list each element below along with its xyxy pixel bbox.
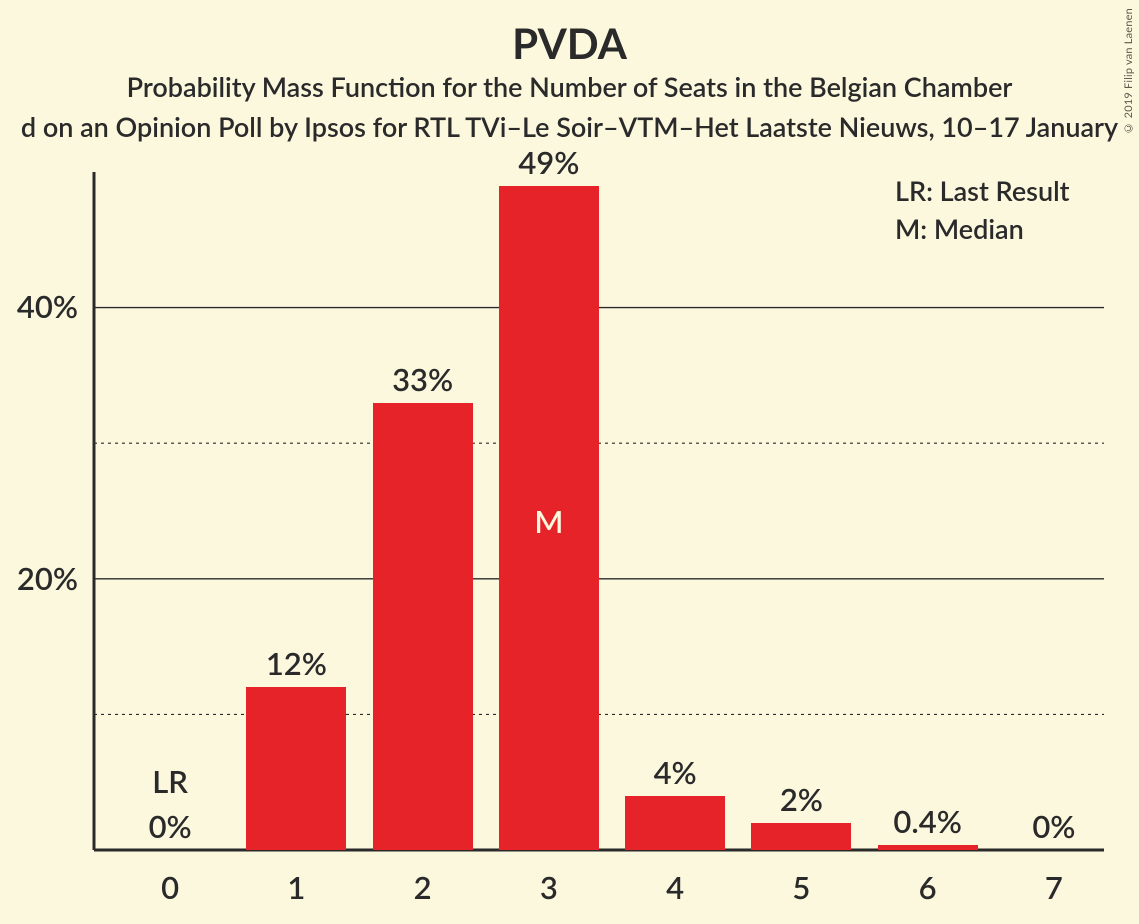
x-tick-label: 4 [645,868,705,906]
x-tick-label: 3 [519,868,579,906]
bar [373,403,473,850]
x-tick-label: 1 [266,868,326,906]
x-tick-label: 7 [1024,868,1084,906]
y-tick-label: 20% [0,559,78,597]
x-tick-label: 2 [393,868,453,906]
bar [751,823,851,850]
bar-value-label: 33% [363,360,483,398]
y-tick-label: 40% [0,287,78,325]
bar-value-label: 12% [236,644,356,682]
bar-value-label: 2% [741,780,861,818]
bar-value-label: 0% [994,807,1114,845]
bar-value-label: 0.4% [868,802,988,840]
bar [246,687,346,850]
x-tick-label: 6 [898,868,958,906]
bar-value-label: 0% [110,807,230,845]
x-tick-label: 0 [140,868,200,906]
bar [625,796,725,850]
last-result-marker: LR [110,762,230,800]
bar [878,845,978,850]
median-marker: M [499,502,599,540]
bar-value-label: 4% [615,753,735,791]
bar-value-label: 49% [489,143,609,181]
x-tick-label: 5 [771,868,831,906]
